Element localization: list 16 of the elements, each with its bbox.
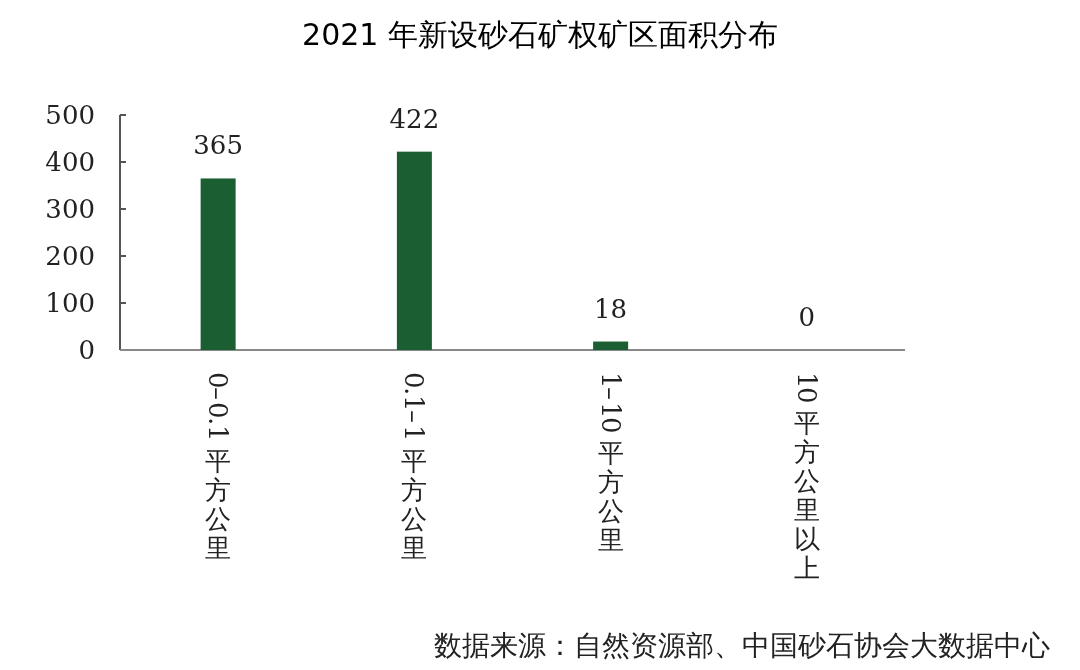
data-label: 0 <box>798 302 816 332</box>
source-note: 数据来源：自然资源部、中国砂石协会大数据中心 <box>434 629 1050 662</box>
y-tick-label: 100 <box>45 288 95 318</box>
category-label: 0–0.1 平方公里 <box>203 372 234 563</box>
data-label: 365 <box>193 130 243 161</box>
category-label: 0.1–1 平方公里 <box>399 372 430 563</box>
chart-title: 2021 年新设砂石矿权矿区面积分布 <box>302 17 778 52</box>
x-tick-label: 1–10 平方公里 <box>595 372 626 555</box>
data-label: 18 <box>594 293 628 324</box>
data-label: 422 <box>389 103 440 134</box>
y-tick-label: 400 <box>45 147 95 177</box>
y-tick-label: 300 <box>45 194 95 224</box>
y-tick-label: 200 <box>45 241 95 271</box>
y-tick-label: 0 <box>78 335 95 365</box>
x-tick-label: 10 平方公里以上 <box>791 372 822 583</box>
y-tick-label: 500 <box>45 100 95 130</box>
